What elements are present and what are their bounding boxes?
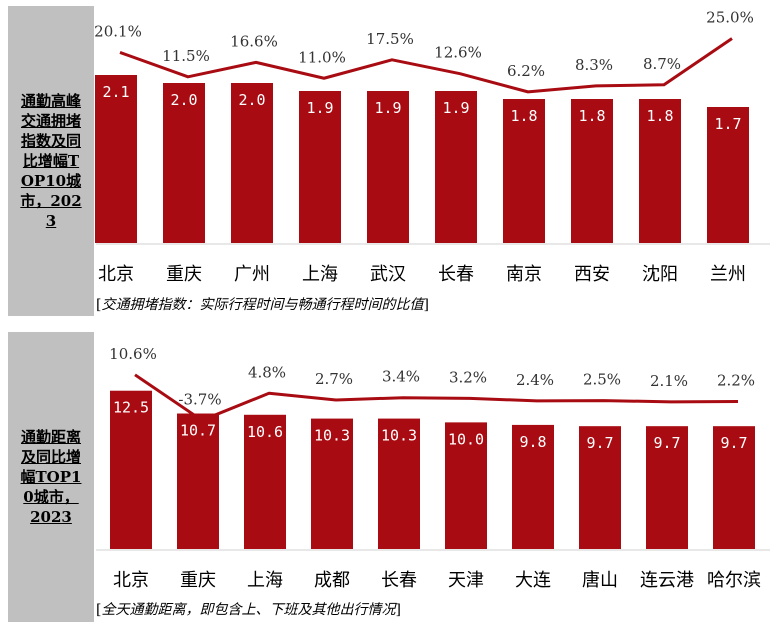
bar bbox=[435, 91, 477, 243]
chart-distance: 12.5 10.7 10.6 10.3 10.3 10.0 9.8 9.7 9.7 9.7 10.6… bbox=[96, 345, 770, 591]
bar-value-label: 10.6 bbox=[247, 423, 283, 441]
chart-congestion: 2.1 2.0 2.0 1.9 1.9 1.9 1.8 1.8 1.8 1.7 20.1% 11.5%… bbox=[94, 9, 770, 285]
line-series bbox=[119, 37, 733, 94]
chart-note: [交通拥堵指数：实际行程时间与畅通行程时间的比值] bbox=[96, 297, 429, 313]
bar-value-label: 9.7 bbox=[653, 434, 680, 452]
bar-value-label: 1.8 bbox=[578, 107, 605, 125]
x-tick-label: 成都 bbox=[314, 570, 350, 591]
bar-value-label: 10.7 bbox=[180, 422, 216, 440]
bar-value-label: 12.5 bbox=[113, 399, 149, 417]
bar bbox=[110, 390, 152, 549]
line-value-label: 20.1% bbox=[94, 22, 142, 40]
line-value-label: 12.6% bbox=[434, 44, 482, 62]
bar bbox=[445, 422, 487, 549]
line-value-label: 8.3% bbox=[575, 56, 613, 74]
side-title-box: 通勤距离及同比增幅TOP10城市，2023 bbox=[8, 332, 94, 622]
bar bbox=[231, 83, 273, 243]
line-value-label: 10.6% bbox=[109, 345, 157, 363]
bar bbox=[311, 418, 353, 549]
line-value-label: 4.8% bbox=[248, 363, 286, 381]
line-value-label: -3.7% bbox=[178, 390, 221, 408]
x-tick-label: 哈尔滨 bbox=[707, 570, 761, 591]
x-tick-label: 西安 bbox=[574, 264, 610, 285]
bar bbox=[177, 413, 219, 549]
bar bbox=[646, 426, 688, 549]
bar bbox=[378, 418, 420, 549]
x-tick-label: 天津 bbox=[448, 570, 484, 591]
chart-note: [全天通勤距离，即包含上、下班及其他出行情况] bbox=[96, 602, 401, 618]
side-title: 通勤距离及同比增幅TOP10城市，2023 bbox=[20, 428, 82, 526]
line-value-label: 2.5% bbox=[583, 371, 621, 389]
chart-panel-distance: 通勤距离及同比增幅TOP10城市，2023 12.5 10.7 10.6 10.3 10… bbox=[0, 326, 772, 627]
bar bbox=[163, 83, 205, 243]
bar bbox=[707, 107, 749, 243]
bar bbox=[512, 424, 554, 549]
line-series bbox=[134, 373, 739, 422]
bar-value-label: 1.8 bbox=[510, 107, 537, 125]
bar bbox=[299, 91, 341, 243]
line-value-label: 3.4% bbox=[382, 368, 420, 386]
bar-value-label: 1.7 bbox=[714, 115, 741, 133]
x-tick-label: 广州 bbox=[234, 264, 270, 285]
x-tick-label: 南京 bbox=[506, 264, 542, 285]
x-tick-label: 重庆 bbox=[180, 570, 216, 591]
x-tick-label: 北京 bbox=[98, 264, 134, 285]
x-tick-label: 沈阳 bbox=[642, 264, 678, 285]
bar-value-label: 10.3 bbox=[381, 427, 417, 445]
bar bbox=[367, 91, 409, 243]
side-title: 通勤高峰交通拥堵指数及同比增幅TOP10城市，2023 bbox=[20, 92, 82, 230]
bar-value-label: 1.9 bbox=[374, 99, 401, 117]
bar bbox=[579, 426, 621, 549]
bar-value-label: 10.0 bbox=[448, 430, 484, 448]
x-tick-label: 重庆 bbox=[166, 264, 202, 285]
chart-panel-congestion: 通勤高峰交通拥堵指数及同比增幅TOP10城市，2023 2.1 2.0 2.0 1.9… bbox=[8, 6, 770, 316]
bar-value-label: 1.9 bbox=[442, 99, 469, 117]
x-tick-label: 北京 bbox=[113, 570, 149, 591]
line-value-label: 2.4% bbox=[516, 371, 554, 389]
line-value-label: 8.7% bbox=[643, 55, 681, 73]
bar bbox=[244, 414, 286, 549]
line-value-label: 11.5% bbox=[162, 47, 210, 65]
line-value-label: 2.7% bbox=[315, 370, 353, 388]
x-tick-label: 大连 bbox=[515, 570, 551, 591]
x-tick-label: 兰州 bbox=[710, 264, 746, 285]
bar-value-label: 9.7 bbox=[720, 434, 747, 452]
bar bbox=[95, 75, 137, 243]
bar bbox=[571, 99, 613, 243]
bar-value-label: 1.8 bbox=[646, 107, 673, 125]
side-title-box: 通勤高峰交通拥堵指数及同比增幅TOP10城市，2023 bbox=[8, 6, 94, 316]
line-value-label: 6.2% bbox=[507, 62, 545, 80]
line-value-label: 2.2% bbox=[717, 372, 755, 390]
x-tick-label: 长春 bbox=[381, 570, 417, 591]
line-value-label: 25.0% bbox=[706, 9, 754, 27]
x-tick-label: 武汉 bbox=[370, 264, 406, 285]
bar-value-label: 9.7 bbox=[586, 434, 613, 452]
bar-value-label: 2.0 bbox=[170, 91, 197, 109]
x-tick-label: 上海 bbox=[247, 570, 283, 591]
x-tick-label: 上海 bbox=[302, 264, 338, 285]
bar-value-label: 9.8 bbox=[519, 433, 546, 451]
bar-value-label: 2.0 bbox=[238, 91, 265, 109]
bar-value-label: 10.3 bbox=[314, 427, 350, 445]
x-tick-label: 唐山 bbox=[582, 570, 618, 591]
line-value-label: 3.2% bbox=[449, 368, 487, 386]
bar-value-label: 1.9 bbox=[306, 99, 333, 117]
line-value-label: 16.6% bbox=[230, 32, 278, 50]
bar bbox=[503, 99, 545, 243]
x-tick-label: 连云港 bbox=[640, 570, 694, 591]
line-value-label: 2.1% bbox=[650, 372, 688, 390]
x-tick-label: 长春 bbox=[438, 264, 474, 285]
line-value-label: 11.0% bbox=[298, 48, 346, 66]
bar bbox=[713, 426, 755, 549]
bar bbox=[639, 99, 681, 243]
bar-value-label: 2.1 bbox=[102, 83, 129, 101]
line-value-label: 17.5% bbox=[366, 30, 414, 48]
